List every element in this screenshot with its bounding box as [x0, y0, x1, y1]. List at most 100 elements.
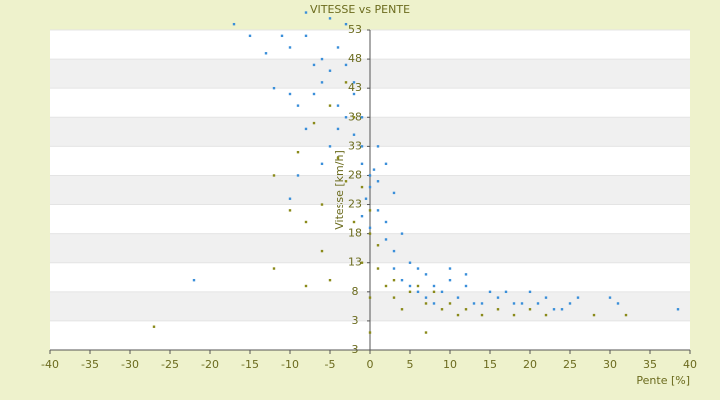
point: [368, 296, 372, 299]
point: [336, 127, 340, 131]
point: [336, 104, 340, 107]
point: [440, 308, 444, 311]
point: [408, 290, 412, 294]
y-tick-label: 13: [348, 256, 362, 269]
point: [576, 296, 580, 299]
point: [344, 22, 348, 26]
x-tick-label: -40: [41, 358, 59, 371]
point: [312, 63, 316, 67]
point: [544, 313, 548, 317]
point: [304, 34, 308, 38]
point: [364, 197, 368, 200]
point: [416, 267, 420, 270]
point: [480, 302, 484, 305]
x-tick-label: 0: [367, 358, 374, 371]
point: [312, 92, 316, 96]
point: [400, 278, 404, 282]
point: [344, 180, 348, 183]
point: [424, 302, 428, 305]
point: [448, 267, 452, 270]
y-axis-label: Vitesse [km/h]: [333, 150, 346, 230]
point: [384, 162, 388, 166]
point: [344, 116, 348, 119]
x-tick-label: 10: [443, 358, 457, 371]
y-tick-label: 43: [348, 81, 362, 94]
point: [544, 296, 548, 299]
point: [416, 290, 420, 294]
point: [472, 302, 476, 305]
point: [592, 313, 596, 317]
point: [392, 278, 396, 282]
point: [376, 267, 380, 270]
x-tick-label: 15: [483, 358, 497, 371]
x-tick-label: 40: [683, 358, 697, 371]
point: [312, 121, 316, 125]
point: [368, 331, 372, 334]
point: [528, 290, 532, 294]
point: [360, 261, 364, 264]
point: [376, 145, 380, 148]
point: [408, 284, 412, 288]
point: [464, 273, 468, 276]
x-tick-label: -10: [281, 358, 299, 371]
point: [384, 238, 388, 241]
point: [392, 267, 396, 270]
point: [360, 162, 364, 166]
point: [152, 325, 156, 328]
point: [232, 22, 236, 26]
point: [360, 185, 364, 189]
point: [400, 232, 404, 235]
y-tick-label: 28: [348, 168, 362, 181]
y-tick-label: 3: [352, 314, 359, 327]
point: [296, 174, 300, 177]
point: [480, 313, 484, 317]
point: [376, 244, 380, 247]
point: [272, 174, 276, 177]
point: [272, 267, 276, 270]
point: [488, 290, 492, 294]
point: [360, 145, 364, 148]
point: [456, 313, 460, 317]
x-tick-label: 5: [407, 358, 414, 371]
point: [372, 168, 376, 171]
point: [352, 81, 356, 84]
point: [512, 302, 516, 305]
point: [416, 284, 420, 288]
point: [320, 162, 324, 166]
point: [368, 209, 372, 212]
point: [496, 308, 500, 311]
x-tick-label: -20: [201, 358, 219, 371]
point: [352, 133, 356, 136]
point: [352, 116, 356, 119]
point: [464, 284, 468, 288]
point: [288, 209, 292, 212]
point: [392, 191, 396, 195]
point: [368, 232, 372, 235]
x-tick-label: -25: [161, 358, 179, 371]
point: [344, 81, 348, 84]
point: [352, 92, 356, 96]
point: [616, 302, 620, 305]
x-axis-label: Pente [%]: [636, 374, 690, 387]
point: [676, 308, 680, 311]
point: [432, 290, 436, 294]
point: [304, 284, 308, 288]
point: [624, 313, 628, 317]
point: [264, 52, 268, 55]
point: [344, 63, 348, 67]
point: [328, 278, 332, 282]
point: [368, 185, 372, 189]
point: [464, 308, 468, 311]
point: [320, 57, 324, 61]
point: [368, 226, 372, 230]
point: [448, 302, 452, 305]
point: [392, 249, 396, 253]
point: [608, 296, 612, 299]
point: [360, 116, 364, 119]
point: [432, 284, 436, 288]
y-tick-label: 33: [348, 139, 362, 152]
point: [368, 174, 372, 177]
point: [408, 261, 412, 264]
point: [352, 220, 356, 224]
